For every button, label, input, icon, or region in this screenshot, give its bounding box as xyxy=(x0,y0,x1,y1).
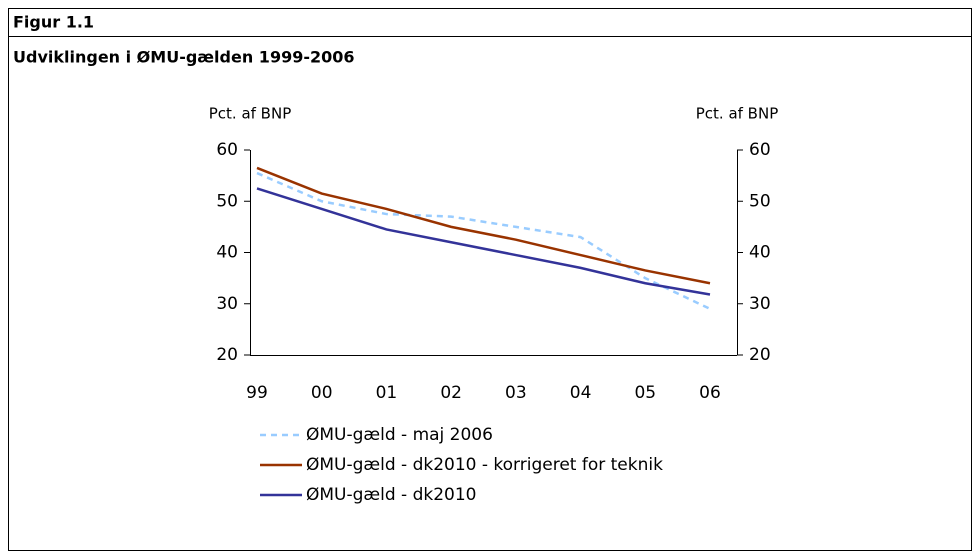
y2-tick-label: 50 xyxy=(749,191,771,211)
x-tick-label: 05 xyxy=(634,383,656,403)
legend-label: ØMU-gæld - dk2010 - korrigeret for tekni… xyxy=(306,455,663,475)
series-line xyxy=(256,171,711,311)
y2-tick-label: 30 xyxy=(749,294,771,314)
series-line xyxy=(256,187,711,296)
y-axis-label: Pct. af BNP xyxy=(209,105,292,123)
x-tick-label: 06 xyxy=(699,383,721,403)
legend-label: ØMU-gæld - maj 2006 xyxy=(306,425,493,445)
y2-tick-label: 20 xyxy=(749,345,771,365)
y-tick-label: 30 xyxy=(216,294,238,314)
chart-title: Udviklingen i ØMU-gælden 1999-2006 xyxy=(13,48,355,67)
figure-label: Figur 1.1 xyxy=(13,13,94,32)
y-tick-label: 50 xyxy=(216,191,238,211)
y2-tick-label: 60 xyxy=(749,140,771,160)
y-tick-label: 40 xyxy=(216,243,238,263)
x-tick-label: 00 xyxy=(311,383,333,403)
x-tick-label: 04 xyxy=(570,383,592,403)
x-tick-label: 02 xyxy=(440,383,462,403)
y2-axis-label: Pct. af BNP xyxy=(696,105,779,123)
x-tick-label: 99 xyxy=(246,383,268,403)
y2-tick-label: 40 xyxy=(749,243,771,263)
y-tick-label: 20 xyxy=(216,345,238,365)
series-line xyxy=(256,166,711,285)
legend-label: ØMU-gæld - dk2010 xyxy=(306,485,476,505)
x-tick-label: 03 xyxy=(505,383,527,403)
x-tick-label: 01 xyxy=(376,383,398,403)
y-tick-label: 60 xyxy=(216,140,238,160)
frame xyxy=(8,8,972,551)
